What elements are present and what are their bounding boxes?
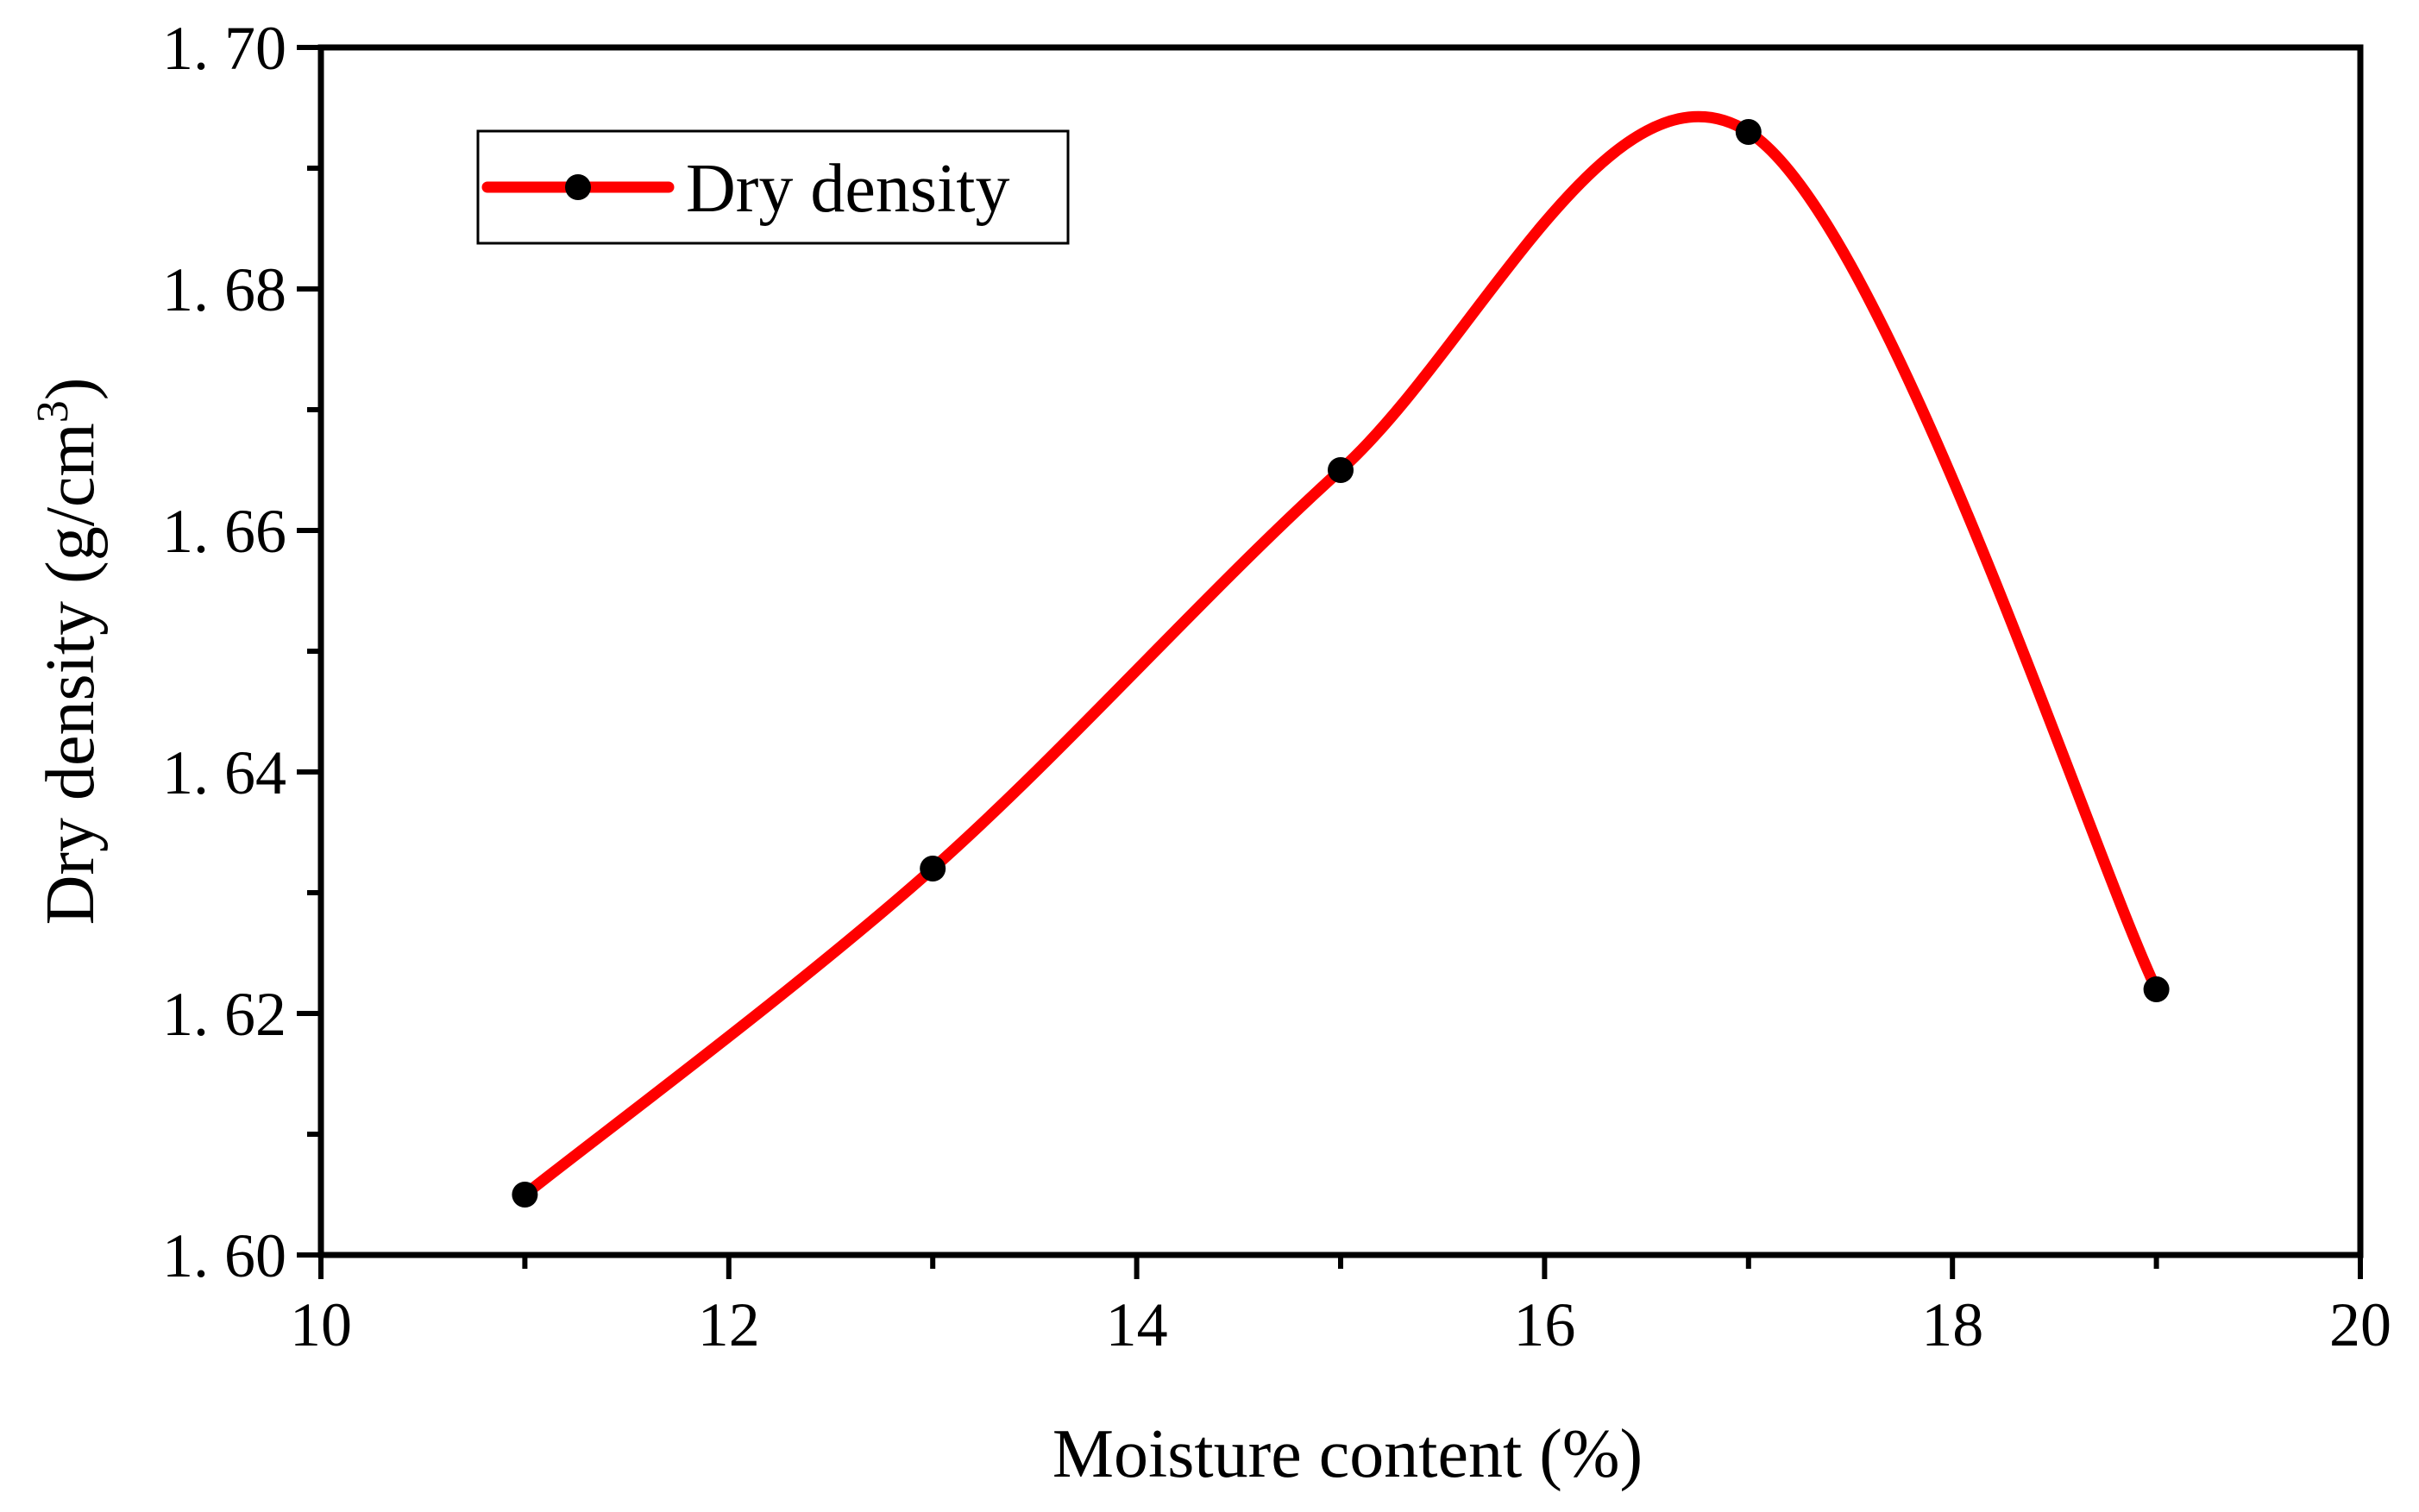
y-tick-label: 1. 70 bbox=[162, 14, 286, 83]
y-tick-label: 1. 60 bbox=[162, 1221, 286, 1290]
data-point bbox=[512, 1182, 538, 1208]
y-tick-label: 1. 68 bbox=[162, 255, 286, 324]
x-tick-label: 14 bbox=[1106, 1290, 1168, 1359]
y-tick-label: 1. 66 bbox=[162, 497, 286, 566]
series-markers bbox=[512, 119, 2170, 1208]
x-tick-label: 16 bbox=[1513, 1290, 1575, 1359]
legend: Dry density bbox=[476, 129, 1070, 245]
y-tick-label: 1. 64 bbox=[162, 738, 286, 807]
data-point bbox=[1735, 119, 1762, 145]
y-axis-title-main: Dry density (g/cm bbox=[33, 423, 109, 925]
x-axis-title: Moisture content (%) bbox=[1052, 1416, 1643, 1492]
axis-ticks bbox=[297, 45, 2363, 1279]
data-point bbox=[920, 856, 946, 881]
legend-label: Dry density bbox=[686, 151, 1010, 227]
data-point bbox=[1328, 457, 1354, 483]
tick-labels: 10 12 14 16 18 20 1. 60 1. 62 1. 64 1. 66 1. 68 1. … bbox=[162, 14, 2391, 1359]
x-tick-label: 18 bbox=[1921, 1290, 1983, 1359]
y-axis-title-superscript: 3 bbox=[28, 400, 78, 423]
x-tick-label: 12 bbox=[698, 1290, 760, 1359]
legend-marker bbox=[565, 174, 591, 200]
y-tick-label: 1. 62 bbox=[162, 980, 286, 1049]
y-axis-title: Dry density (g/cm3) bbox=[28, 378, 109, 925]
x-tick-label: 10 bbox=[290, 1290, 352, 1359]
y-axis-title-close: ) bbox=[33, 378, 109, 401]
data-point bbox=[2143, 976, 2170, 1002]
x-tick-label: 20 bbox=[2329, 1290, 2391, 1359]
series-line-dry-density bbox=[518, 110, 2163, 1201]
